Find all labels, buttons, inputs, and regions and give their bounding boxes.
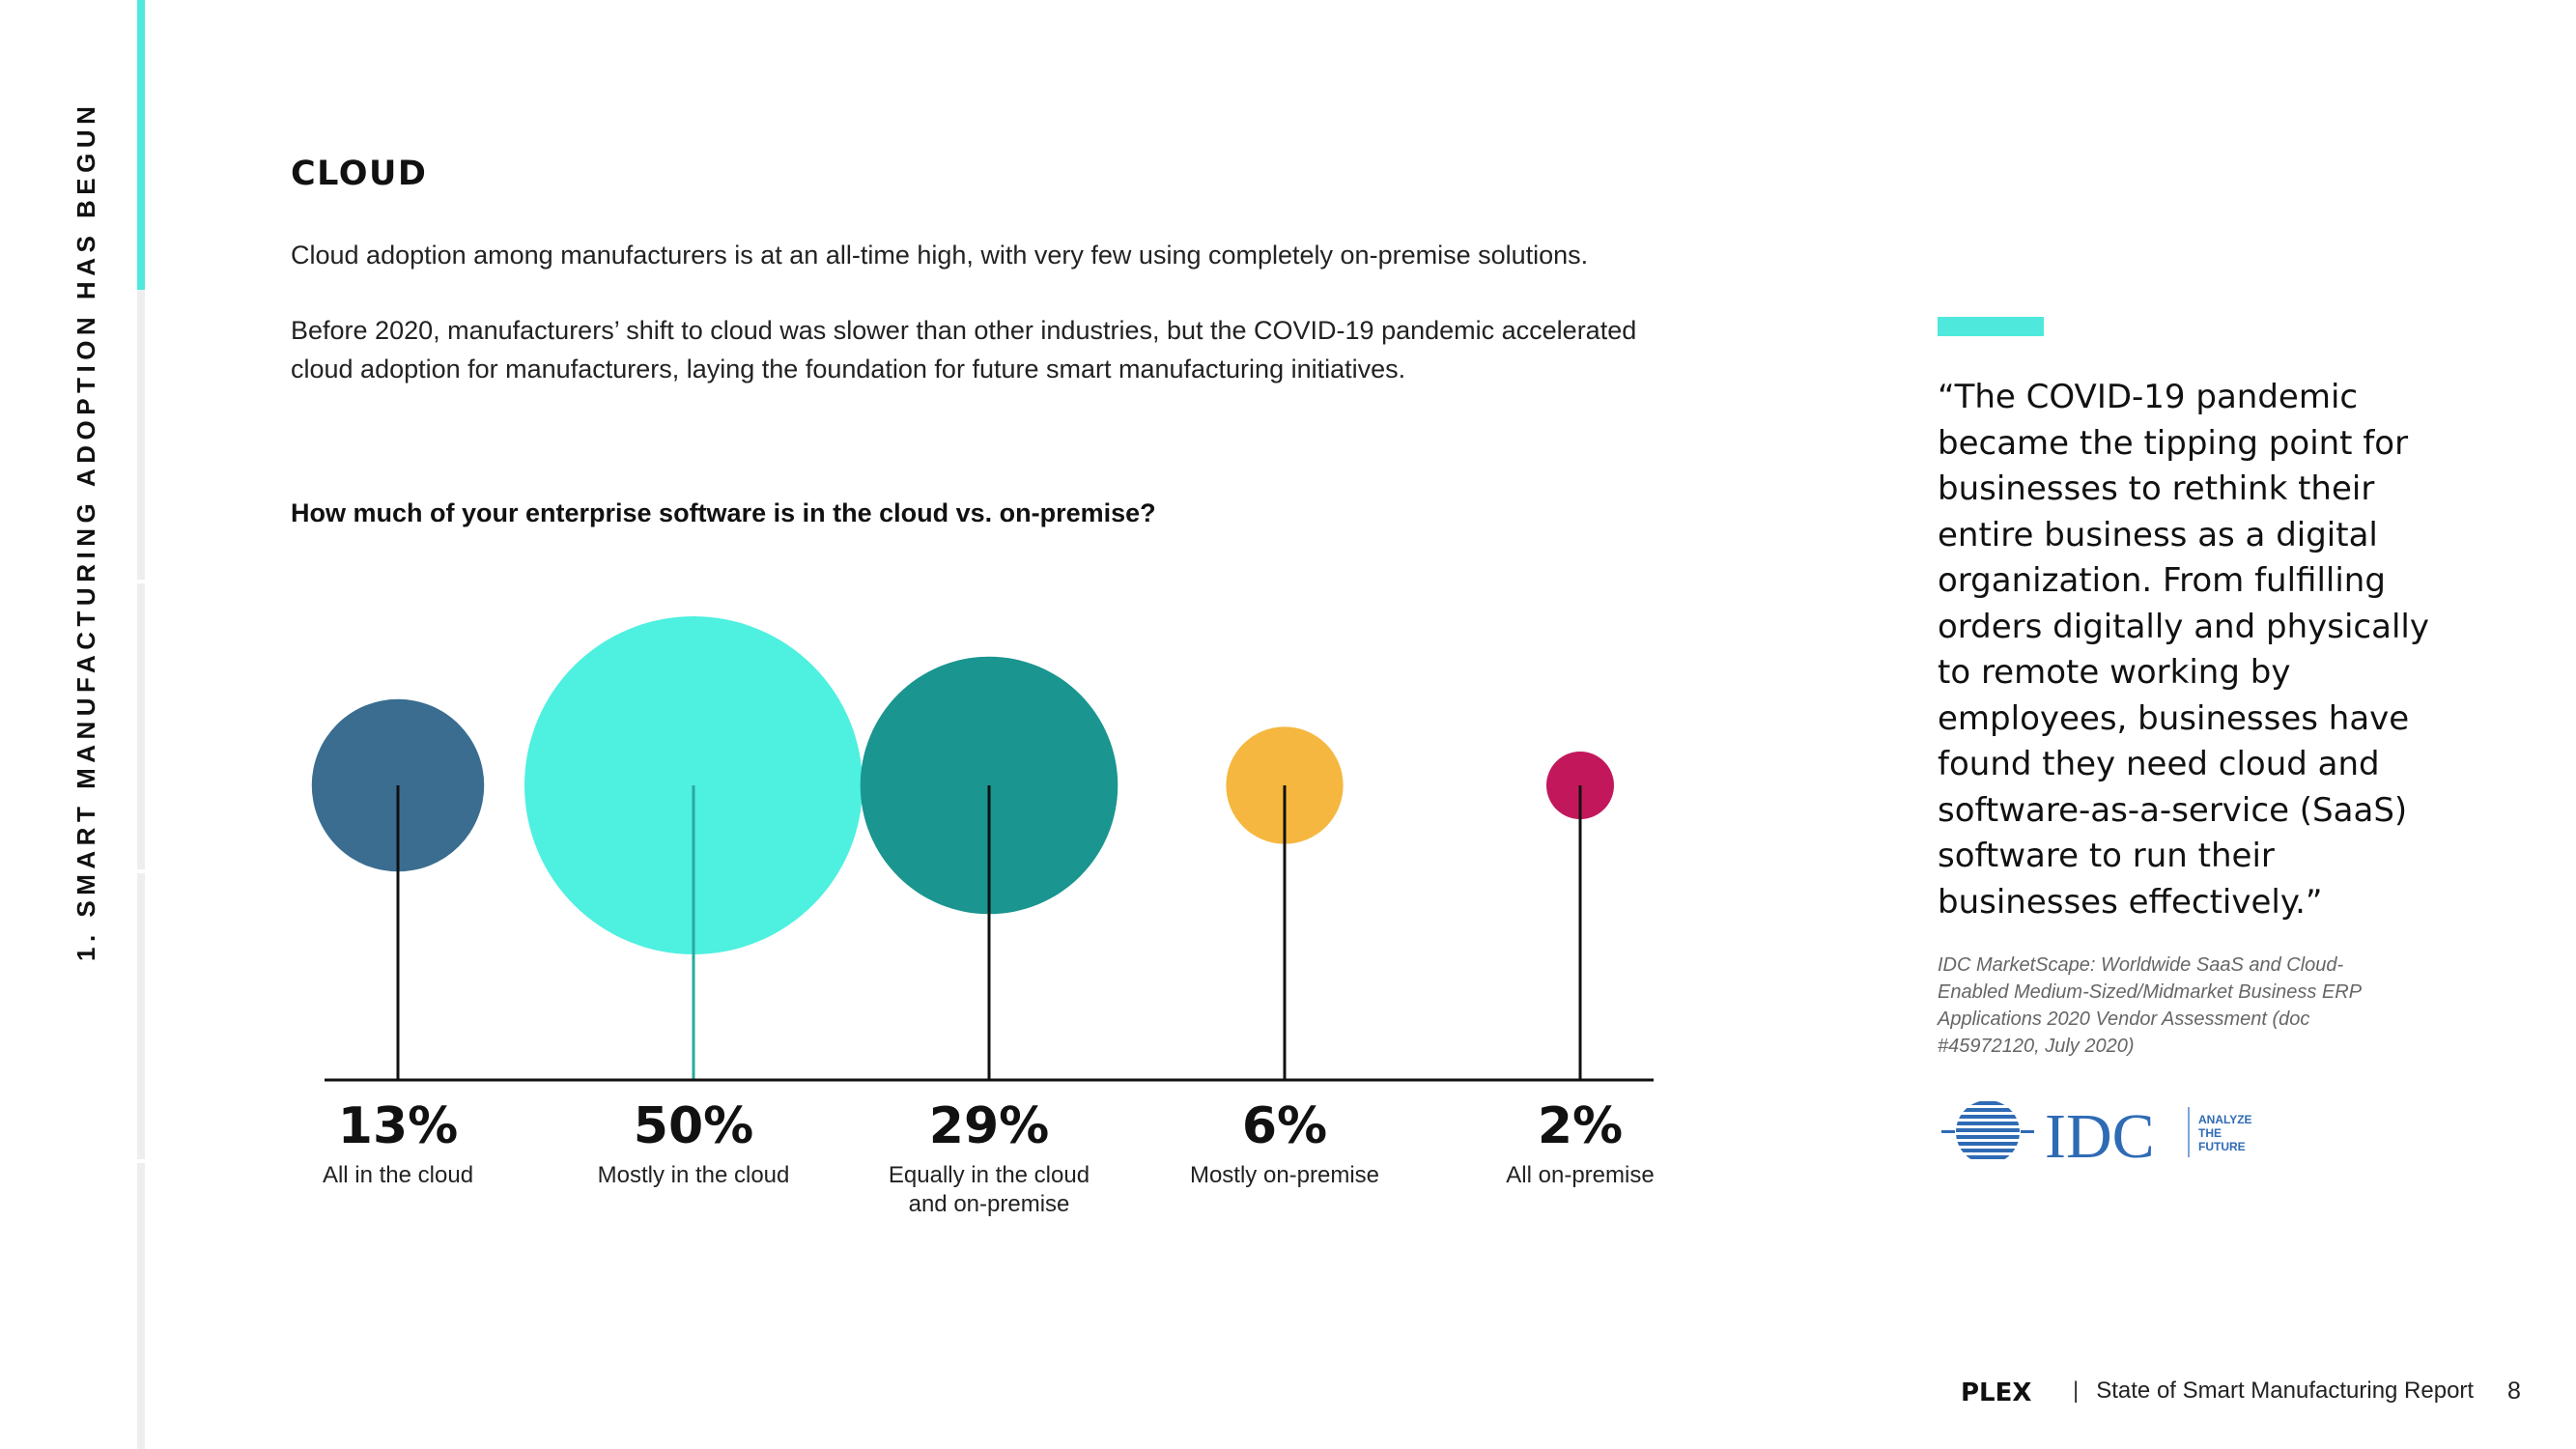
svg-text:FUTURE: FUTURE (2198, 1140, 2246, 1153)
footer-separator: | (2073, 1378, 2080, 1404)
rail-divider (137, 869, 145, 873)
idc-logo-text: IDC (2045, 1101, 2155, 1167)
value-label-3: 29% (929, 1097, 1049, 1155)
category-label-1: All in the cloud (323, 1162, 473, 1188)
svg-text:ANALYZE: ANALYZE (2198, 1113, 2252, 1126)
report-title: State of Smart Manufacturing Report (2096, 1378, 2475, 1404)
value-label-5: 2% (1538, 1097, 1623, 1155)
rail-divider (137, 1159, 145, 1163)
plex-logo: PLEX (1961, 1378, 2031, 1404)
category-label-3: Equally in the cloud (889, 1162, 1090, 1188)
category-label-2: Mostly in the cloud (598, 1162, 790, 1188)
category-label-3: and on-premise (909, 1191, 1070, 1217)
idc-globe-icon (1956, 1101, 2020, 1159)
section-vertical-title: 1. SMART MANUFACTURING ADOPTION HAS BEGU… (71, 100, 100, 961)
intro-paragraph: Cloud adoption among manufacturers is at… (291, 241, 1589, 270)
category-label-5: All on-premise (1506, 1162, 1654, 1188)
pull-quote: “The COVID-19 pandemic became the tippin… (1938, 378, 2429, 922)
idc-logo: IDC ANALYZE THE FUTURE (1941, 1101, 2252, 1167)
section-title: CLOUD (291, 155, 428, 193)
quote-source: IDC MarketScape: Worldwide SaaS and Clou… (1938, 954, 2362, 1057)
page-number: 8 (2507, 1378, 2521, 1405)
svg-text:PLEX: PLEX (1961, 1378, 2031, 1404)
value-label-1: 13% (338, 1097, 458, 1155)
svg-text:THE: THE (2198, 1126, 2222, 1140)
value-label-4: 6% (1242, 1097, 1327, 1155)
rail-divider (137, 580, 145, 583)
quote-accent-bar (1938, 317, 2044, 336)
rail-active-segment (137, 0, 145, 290)
category-label-4: Mostly on-premise (1190, 1162, 1379, 1188)
page-rail (137, 0, 145, 1449)
page-footer: PLEX | State of Smart Manufacturing Repo… (1961, 1372, 2474, 1410)
context-paragraph: Before 2020, manufacturers’ shift to clo… (291, 316, 1637, 384)
chart-question: How much of your enterprise software is … (291, 498, 1156, 527)
bubble-chart: 13% All in the cloud 50% Mostly in the clou… (311, 616, 1655, 1217)
value-label-2: 50% (634, 1097, 753, 1155)
